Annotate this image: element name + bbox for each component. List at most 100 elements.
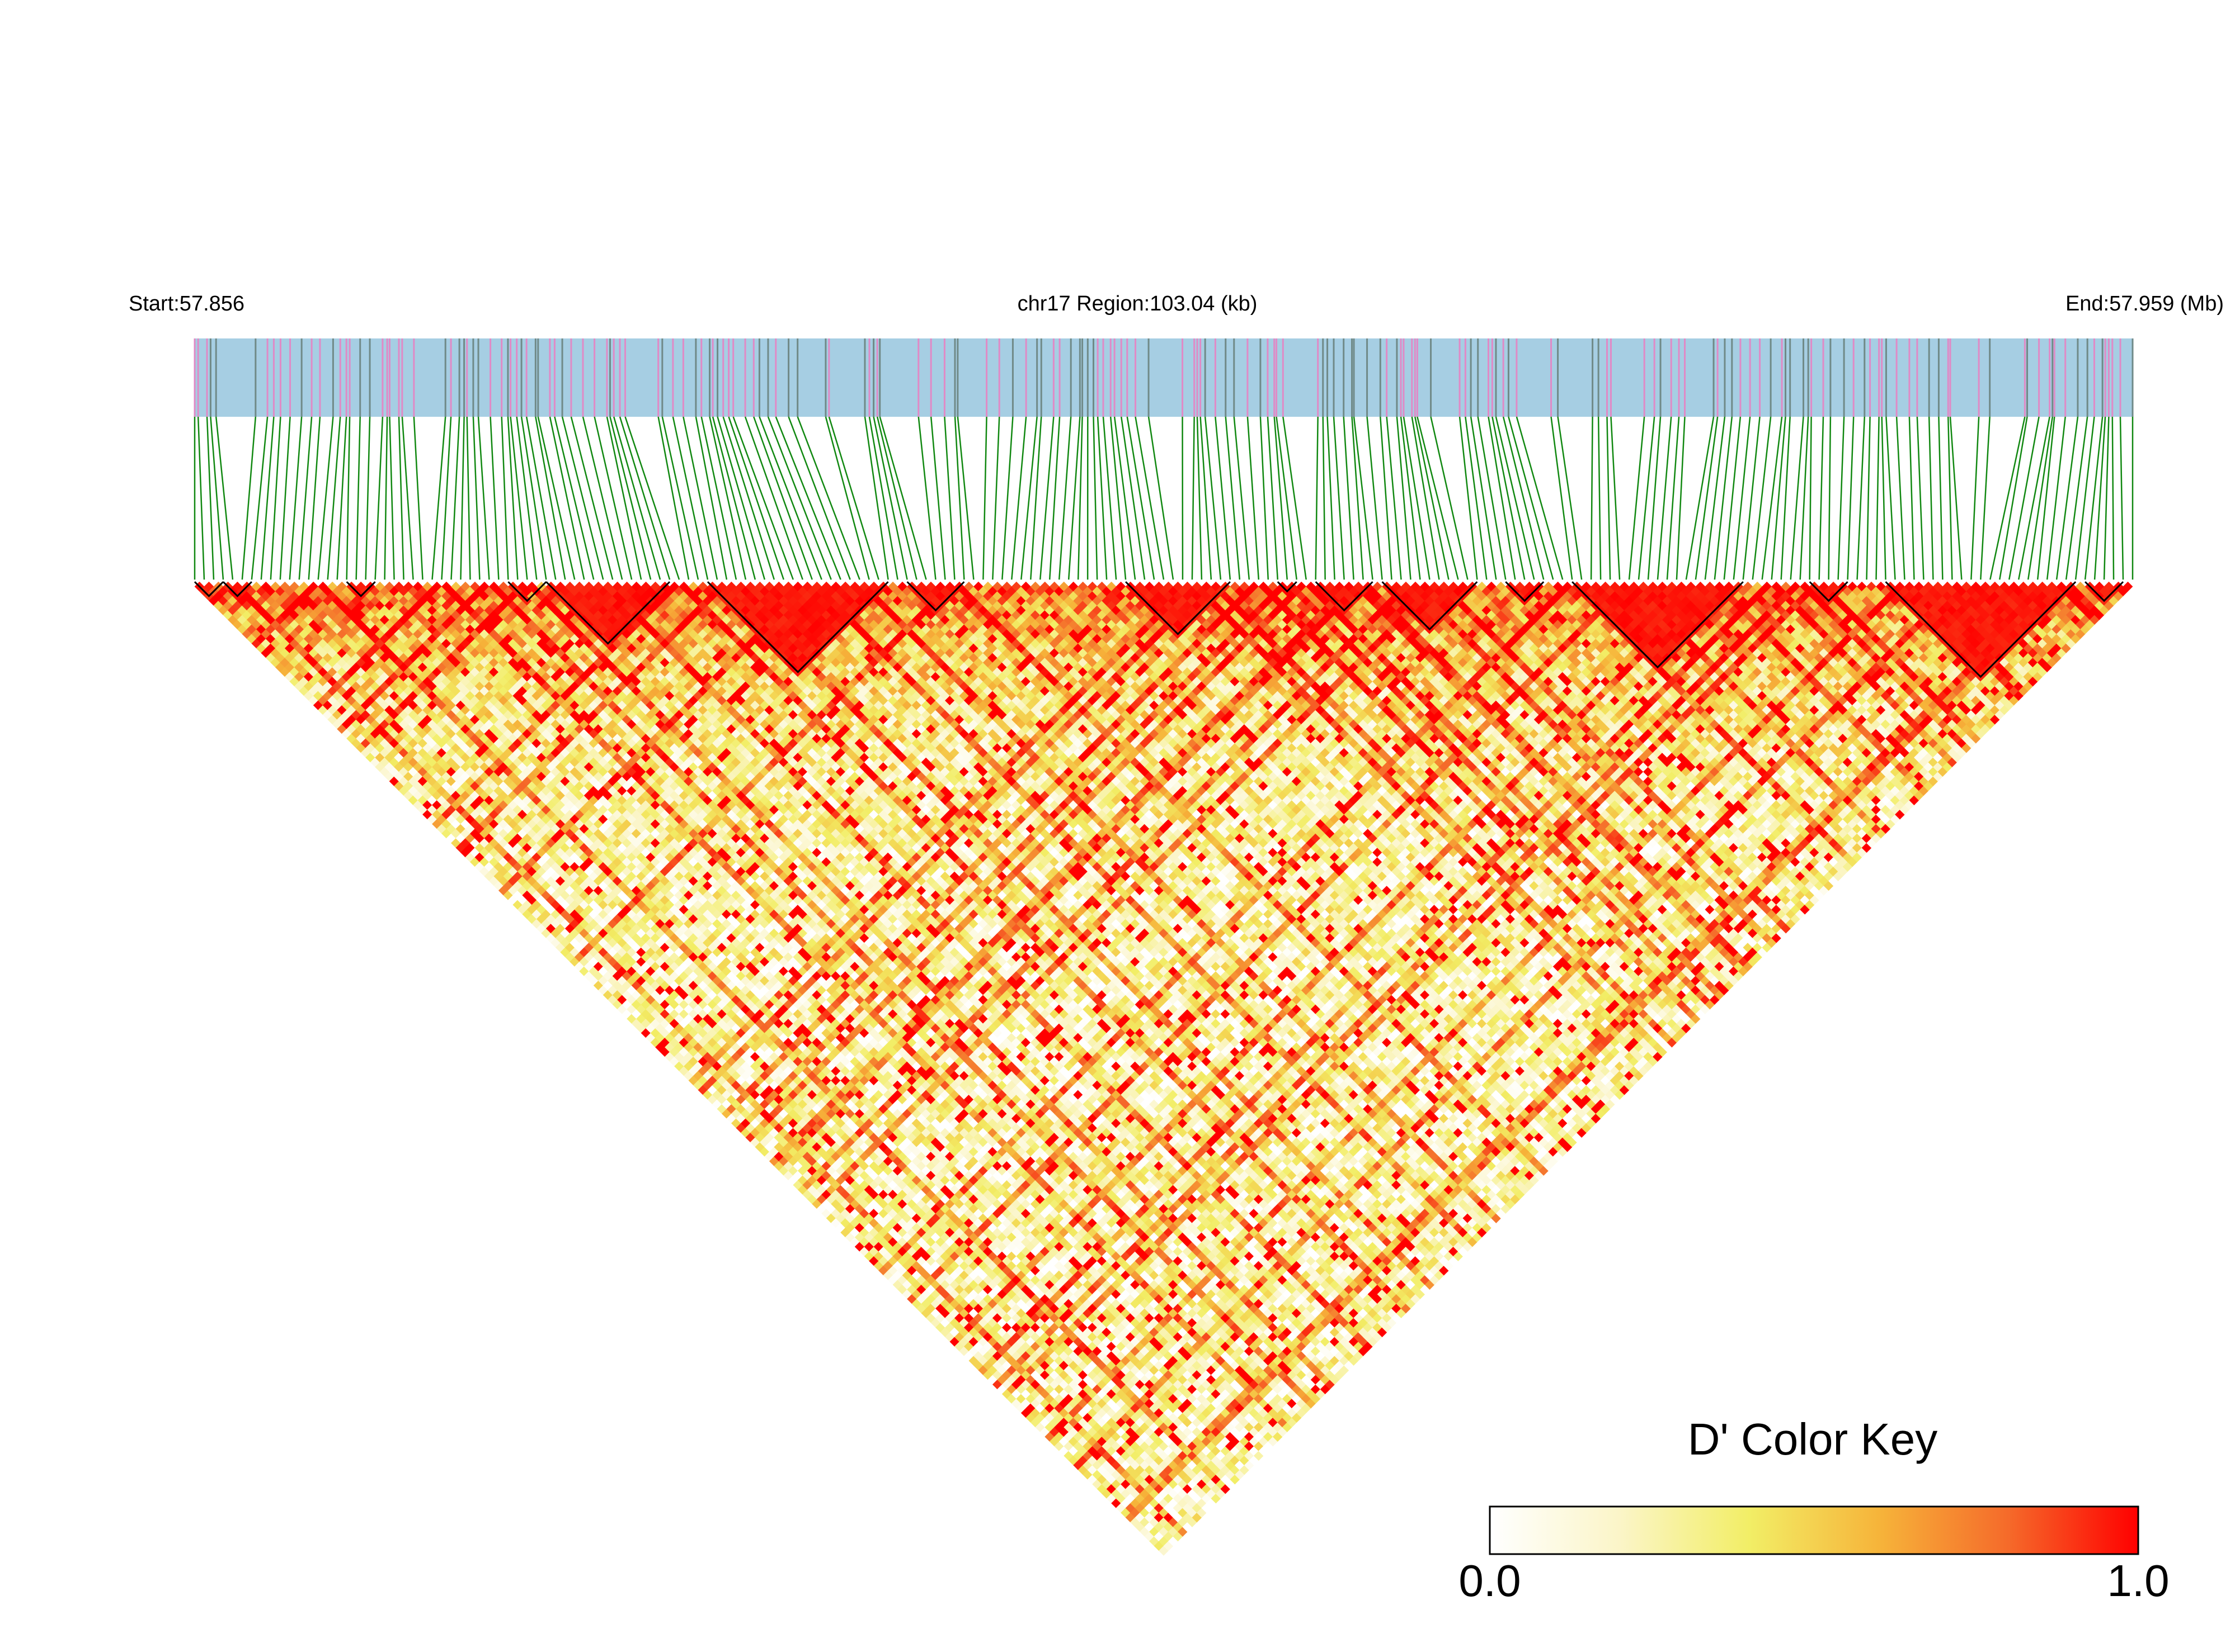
ld-cell <box>774 1142 784 1152</box>
snp-connector <box>2046 416 2066 580</box>
ld-cell <box>911 1279 922 1290</box>
ld-cell <box>303 671 314 682</box>
ld-cell <box>365 743 376 754</box>
ld-cell <box>332 700 342 710</box>
ld-cell <box>945 1332 955 1342</box>
ld-cell <box>940 1298 951 1309</box>
ld-cell <box>593 942 604 953</box>
snp-connector <box>732 416 794 580</box>
ld-cell <box>360 709 371 720</box>
ld-cell <box>1178 1527 1188 1537</box>
ld-cell <box>337 724 347 735</box>
ld-cell <box>303 690 314 701</box>
ld-cell <box>512 900 523 910</box>
snp-connector <box>279 416 291 580</box>
ld-cell <box>622 980 632 991</box>
ld-cell <box>517 904 528 915</box>
ld-cell <box>1092 1451 1103 1461</box>
ld-cell <box>289 657 300 668</box>
ld-cell <box>579 938 590 948</box>
ld-cell <box>1092 1460 1103 1471</box>
snp-connector <box>1695 416 1719 580</box>
snp-connector <box>1752 416 1772 580</box>
ld-cell <box>593 933 604 943</box>
ld-cell <box>883 1251 893 1262</box>
ld-cell <box>764 1113 775 1124</box>
ld-cell <box>930 1270 941 1281</box>
ld-cell <box>441 781 451 791</box>
snp-connector <box>2008 416 2040 580</box>
ld-cell <box>1125 1493 1136 1504</box>
ld-cell <box>788 1146 798 1157</box>
snp-connector <box>365 416 371 580</box>
ld-cell <box>332 681 342 691</box>
snp-connector <box>1097 416 1108 580</box>
ld-cell <box>930 1308 941 1319</box>
snp-connector <box>490 416 500 580</box>
snp-connector <box>1916 416 1925 580</box>
ld-cell <box>1001 1360 1012 1371</box>
ld-cell <box>854 1213 865 1223</box>
ld-cell <box>897 1275 907 1285</box>
snp-connector <box>619 416 671 580</box>
ld-cell <box>869 1237 879 1248</box>
ld-cell <box>1125 1503 1136 1513</box>
snp-connector <box>1657 416 1672 580</box>
ld-cell <box>560 947 571 958</box>
ld-cell <box>365 724 376 735</box>
ld-cell <box>1140 1498 1150 1508</box>
snp-connector <box>672 416 709 580</box>
ld-cell <box>973 1332 984 1342</box>
ld-cell <box>612 999 623 1010</box>
ld-cell <box>703 1080 713 1090</box>
ld-cell <box>797 1137 808 1147</box>
snp-connector <box>1058 416 1072 580</box>
snp-connector <box>477 416 490 580</box>
ld-cell <box>778 1118 789 1128</box>
snp-connector <box>2074 416 2095 580</box>
ld-cell <box>1140 1489 1150 1499</box>
ld-cell <box>303 643 314 653</box>
ld-cell <box>545 933 556 943</box>
ld-cell <box>945 1313 955 1323</box>
ld-cell <box>346 714 357 725</box>
ld-cell <box>622 971 632 981</box>
ld-cell <box>1049 1436 1060 1447</box>
ld-cell <box>284 624 295 634</box>
ld-cell <box>688 1075 699 1086</box>
ld-cell <box>1140 1508 1150 1518</box>
ld-cell <box>641 1028 651 1038</box>
snp-connector <box>1606 416 1611 580</box>
ld-cell <box>854 1241 865 1252</box>
snp-connector <box>1989 416 2026 580</box>
ld-cell <box>427 766 437 777</box>
ld-cell <box>484 843 495 853</box>
ld-cell <box>627 1004 637 1015</box>
snp-connector <box>1610 416 1621 580</box>
snp-connector <box>1276 416 1297 580</box>
snp-connector <box>537 416 576 580</box>
ld-cell <box>712 1061 722 1071</box>
ld-cell <box>526 885 537 896</box>
ld-cell <box>712 1052 722 1062</box>
snp-connector <box>466 416 471 580</box>
ld-cell <box>954 1342 964 1352</box>
ld-cell <box>332 690 342 701</box>
ld-cell <box>351 738 361 749</box>
ld-cell <box>745 1123 756 1133</box>
ld-cell <box>1049 1408 1060 1418</box>
ld-cell <box>1077 1455 1088 1466</box>
ld-cell <box>940 1308 951 1319</box>
ld-cell <box>503 862 514 872</box>
ld-cell <box>987 1356 998 1366</box>
ld-cell <box>778 1165 789 1176</box>
ld-cell <box>835 1203 846 1214</box>
snp-connector <box>695 416 728 580</box>
ld-cell <box>940 1327 951 1338</box>
ld-cell <box>318 657 328 668</box>
snp-connector <box>1771 416 1786 580</box>
ld-cell <box>593 952 604 962</box>
ld-cell <box>778 1137 789 1147</box>
ld-heatmap <box>194 581 2133 1556</box>
ld-cell <box>346 724 357 735</box>
